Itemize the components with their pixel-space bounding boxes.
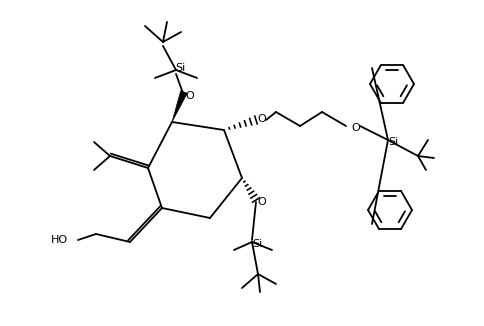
Text: O: O	[257, 114, 266, 124]
Text: HO: HO	[51, 235, 68, 245]
Text: Si: Si	[388, 137, 398, 147]
Text: O: O	[257, 197, 266, 207]
Text: O: O	[186, 91, 195, 101]
Text: O: O	[351, 123, 361, 133]
Text: Si: Si	[175, 63, 185, 73]
Text: Si: Si	[252, 239, 262, 249]
Polygon shape	[172, 91, 187, 122]
